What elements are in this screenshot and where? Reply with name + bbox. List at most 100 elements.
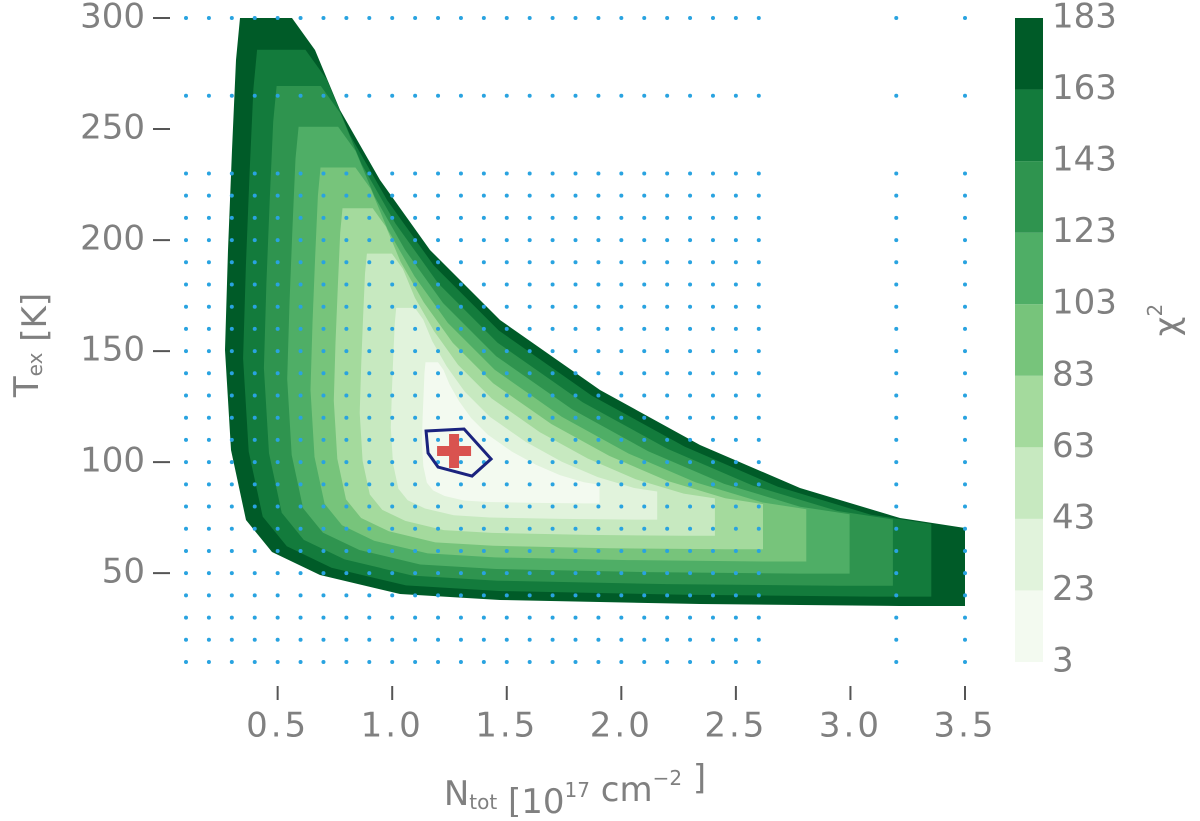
sample-point [344, 393, 349, 398]
sample-point [688, 482, 693, 487]
sample-point [894, 571, 899, 576]
sample-point [184, 615, 188, 620]
sample-point [642, 415, 647, 420]
sample-point [481, 349, 486, 354]
sample-point [963, 526, 967, 531]
sample-point [642, 637, 647, 642]
sample-point [344, 637, 349, 642]
sample-point [642, 304, 647, 309]
sample-point [458, 637, 463, 642]
colorbar-tick-label: 163 [1052, 68, 1117, 108]
sample-point [710, 326, 715, 331]
sample-point [321, 615, 326, 620]
sample-point [436, 282, 441, 287]
sample-point [252, 393, 257, 398]
sample-point [596, 282, 601, 287]
sample-point [619, 93, 624, 98]
colorbar-label-part: 2 [1143, 304, 1167, 317]
sample-point [275, 460, 280, 465]
sample-point [756, 615, 761, 620]
sample-point [665, 260, 670, 265]
sample-point [963, 415, 967, 420]
sample-point [642, 482, 647, 487]
sample-point [733, 637, 738, 642]
sample-point [504, 526, 509, 531]
sample-point [458, 526, 463, 531]
colorbar-band [1015, 89, 1043, 162]
sample-point [688, 393, 693, 398]
sample-point [642, 371, 647, 376]
sample-point [550, 637, 555, 642]
sample-point [642, 460, 647, 465]
sample-point [619, 171, 624, 176]
x-axis-label-part: 17 [565, 778, 590, 802]
sample-point [436, 548, 441, 553]
colorbar-label-part: χ [1147, 317, 1187, 337]
sample-point [390, 504, 395, 509]
sample-point [894, 193, 899, 198]
sample-point [206, 571, 211, 576]
sample-point [619, 637, 624, 642]
sample-point [413, 460, 418, 465]
sample-point [688, 304, 693, 309]
sample-point [321, 482, 326, 487]
sample-point [963, 393, 967, 398]
x-tick-label: 2.0 [590, 706, 653, 746]
sample-point [550, 504, 555, 509]
colorbar-tick-label: 63 [1052, 426, 1095, 466]
sample-point [206, 548, 211, 553]
sample-point [413, 304, 418, 309]
sample-point [390, 260, 395, 265]
sample-point [436, 304, 441, 309]
x-tick-label: 3.5 [933, 706, 996, 746]
sample-point [413, 260, 418, 265]
sample-point [184, 460, 188, 465]
sample-point [229, 371, 234, 376]
sample-point [275, 415, 280, 420]
colorbar-band [1015, 161, 1043, 233]
sample-point [733, 415, 738, 420]
sample-point [688, 260, 693, 265]
y-tick-label: 100 [80, 441, 145, 481]
sample-point [756, 193, 761, 198]
sample-point [321, 171, 326, 176]
sample-point [527, 215, 532, 220]
sample-point [619, 415, 624, 420]
sample-point [184, 16, 188, 20]
sample-point [963, 193, 967, 198]
sample-point [619, 282, 624, 287]
x-axis-label: Ntot [1017 cm−2 ] [444, 758, 706, 818]
sample-point [344, 660, 349, 664]
sample-point [229, 215, 234, 220]
sample-point [963, 482, 967, 487]
sample-point [184, 482, 188, 487]
y-tick-label: 250 [80, 108, 145, 148]
sample-point [229, 593, 234, 598]
sample-point [481, 571, 486, 576]
sample-point [527, 393, 532, 398]
sample-point [963, 260, 967, 265]
sample-point [596, 460, 601, 465]
sample-point [642, 349, 647, 354]
sample-point [756, 260, 761, 265]
sample-point [688, 460, 693, 465]
sample-point [413, 326, 418, 331]
sample-point [688, 660, 693, 664]
sample-point [619, 460, 624, 465]
sample-point [229, 660, 234, 664]
sample-point [504, 437, 509, 442]
sample-point [665, 349, 670, 354]
sample-point [298, 593, 303, 598]
sample-point [481, 660, 486, 664]
sample-point [642, 593, 647, 598]
sample-point [596, 593, 601, 598]
sample-point [481, 593, 486, 598]
sample-point [298, 571, 303, 576]
sample-point [481, 437, 486, 442]
sample-point [298, 282, 303, 287]
sample-point [550, 615, 555, 620]
sample-point [573, 548, 578, 553]
sample-point [756, 238, 761, 243]
sample-point [527, 615, 532, 620]
sample-point [413, 437, 418, 442]
